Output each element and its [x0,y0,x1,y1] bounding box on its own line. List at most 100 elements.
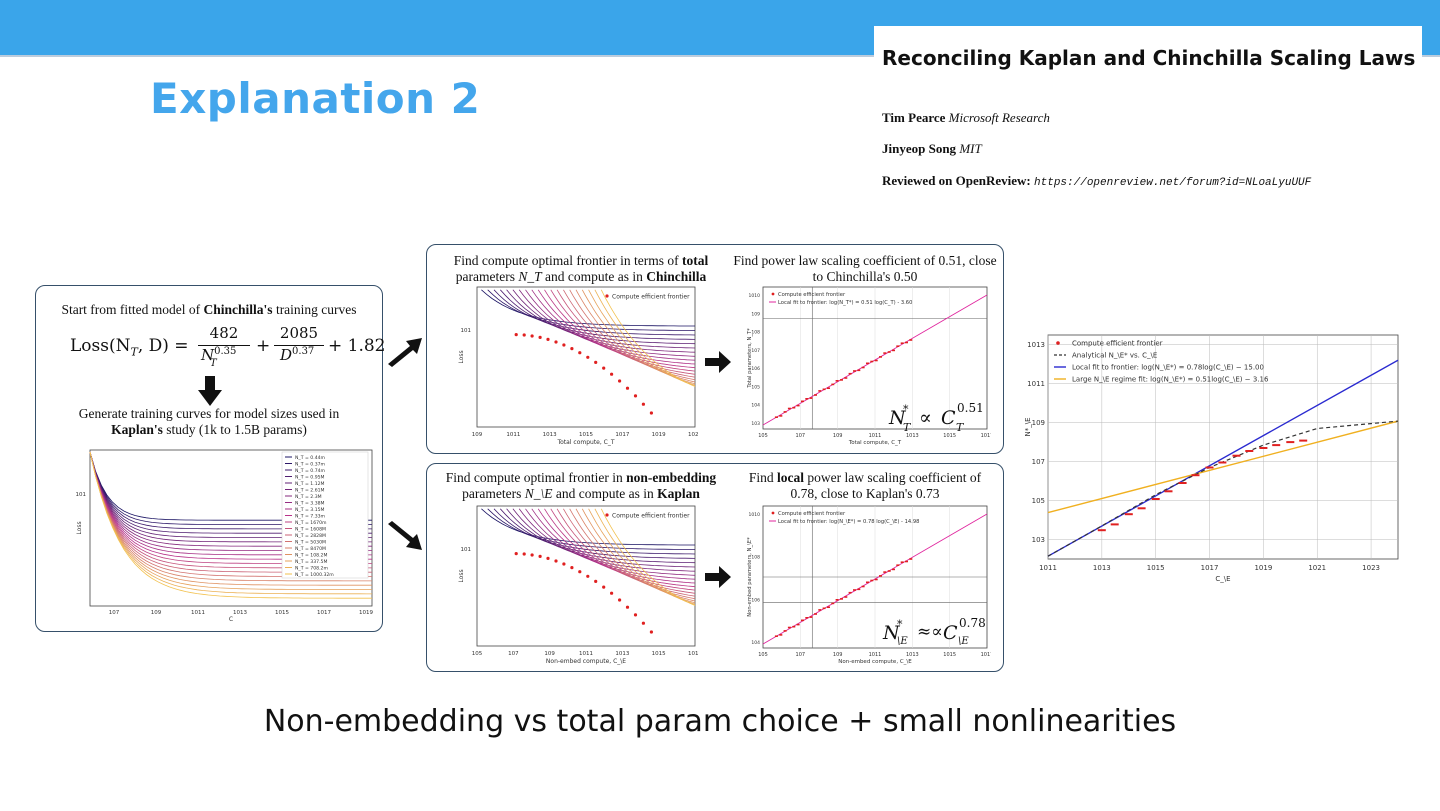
y-tick-label: 106 [751,597,760,603]
plot-area [476,505,696,647]
x-tick-label: 109 [151,610,162,616]
legend-entry: N_T = 8470M [295,546,326,552]
x-tick-label: 109 [544,651,555,657]
bottom-loss-plot: Compute efficient frontier 105 107 109 1011 1… [458,505,699,665]
x-axis-label: Non-embed compute, C_\E [546,658,626,665]
y-tick-label: 1010 [749,293,761,299]
loss-curve [594,289,696,387]
loss-curve [594,508,696,606]
frontier-point [586,355,590,359]
frontier-point [900,342,904,344]
loss-curve [556,508,696,594]
loss-curve [481,289,695,327]
top-fit-plot: Compute efficient frontier Local fit to f… [747,286,991,446]
frontier-point [905,560,908,563]
x-tick-label: 1015 [1147,564,1165,572]
y-axis-label: N*_\E [1024,417,1032,436]
review-line: Reviewed on OpenReview: https://openrevi… [882,173,1311,189]
x-tick-label: 1013 [906,652,919,658]
author-affiliation: MIT [959,141,982,156]
x-tick-label: 1015 [579,432,593,438]
slide-caption: Non-embedding vs total param choice + sm… [263,704,1177,739]
frontier-point [905,341,908,344]
frontier-point [618,379,622,383]
loss-curve [556,289,696,375]
frontier-point [848,372,852,375]
frontier-point [853,370,856,372]
author-line-2: Jinyeop Song MIT [882,141,982,157]
loss-curve [512,508,696,568]
frontier-point [831,383,835,386]
bottom-fit-plot: Compute efficient frontier Local fit to f… [747,505,991,665]
frontier-point [783,630,787,632]
frontier-point [844,377,848,379]
frontier-point [1232,454,1241,457]
frontier-point [909,339,913,341]
frontier-point [546,337,550,341]
loss-curve [563,289,696,378]
x-tick-label: 105 [758,652,768,658]
bottom-relation: N * \E ≈∝ C \E 0.78 [883,616,986,647]
frontier-point [1218,461,1227,464]
y-axis-label: Total parameters, N_T* [747,328,753,389]
frontier-point [827,387,830,389]
x-tick-label: 109 [833,433,843,439]
frontier-point [562,562,566,566]
frontier-point [610,372,614,376]
x-axis-label: Non-embed compute, C_\E [838,659,912,665]
frontier-point [1178,482,1187,484]
frontier-point [522,333,526,337]
x-tick-label: 1017 [615,432,629,438]
y-tick-label: 101 [461,547,472,553]
legend-entry: N_T = 0.95M [295,474,325,480]
x-tick-label: 1019 [1254,564,1272,572]
x-tick-label: 1021 [1308,564,1326,572]
frontier-point [822,388,826,391]
legend-entry: N_T = 0.74m [295,468,326,474]
legend-entry: N_T = 5030M [295,539,326,545]
frontier-point [814,613,817,615]
bottom-panel-right-text: Find local power law scaling coefficient… [748,470,982,501]
top-loss-plot: Compute efficient frontier 109 1011 1013 101… [458,286,699,446]
legend-entry: N_T = 2.3M [295,494,322,500]
top-relation: N * T ∝ C T 0.51 [889,401,984,434]
frontier-point [892,349,895,352]
y-tick-label: 1011 [1027,380,1045,388]
loss-curve [506,289,696,345]
legend-entry: Analytical N_\E* vs. C_\E [1072,352,1157,360]
frontier-point [641,621,645,625]
frontier-point [861,366,865,369]
loss-curve [563,508,696,597]
x-axis-label: C_\E [1215,575,1230,583]
frontier-point [594,579,598,583]
frontier-point [805,398,809,400]
frontier-point [618,598,622,602]
frontier-point [861,585,865,588]
plot-area [476,286,696,428]
legend-entry: N_T = 0.37m [295,461,326,467]
frontier-point [870,579,874,582]
x-tick-label: 1011 [1039,564,1057,572]
x-tick-label: 1023 [1362,564,1380,572]
x-tick-label: 1013 [233,610,247,616]
author-name: Tim Pearce [882,110,946,125]
loss-curve [600,508,696,606]
legend-box [281,451,369,579]
frontier-point [1151,498,1160,500]
x-tick-label: 1013 [1093,564,1111,572]
plot-area [1047,334,1399,560]
x-tick-label: 1011 [191,610,205,616]
x-tick-label: 1019 [359,610,373,616]
author-affiliation: Microsoft Research [948,110,1050,125]
frontier-point [774,635,778,637]
frontier-point [796,623,800,626]
author-name: Jinyeop Song [882,141,957,156]
frontier-point [578,351,582,355]
frontier-point [1259,447,1268,449]
chinchilla-formula: Loss(NT, D) = 482 N0.35 T + 2085 D0.37 +… [70,324,386,369]
x-tick-label: 107 [109,610,120,616]
frontier-point [1097,529,1106,532]
frontier-point [1286,441,1295,444]
x-tick-label: 1021 [688,432,699,438]
legend-entry: N_T = 1.12M [295,481,325,487]
